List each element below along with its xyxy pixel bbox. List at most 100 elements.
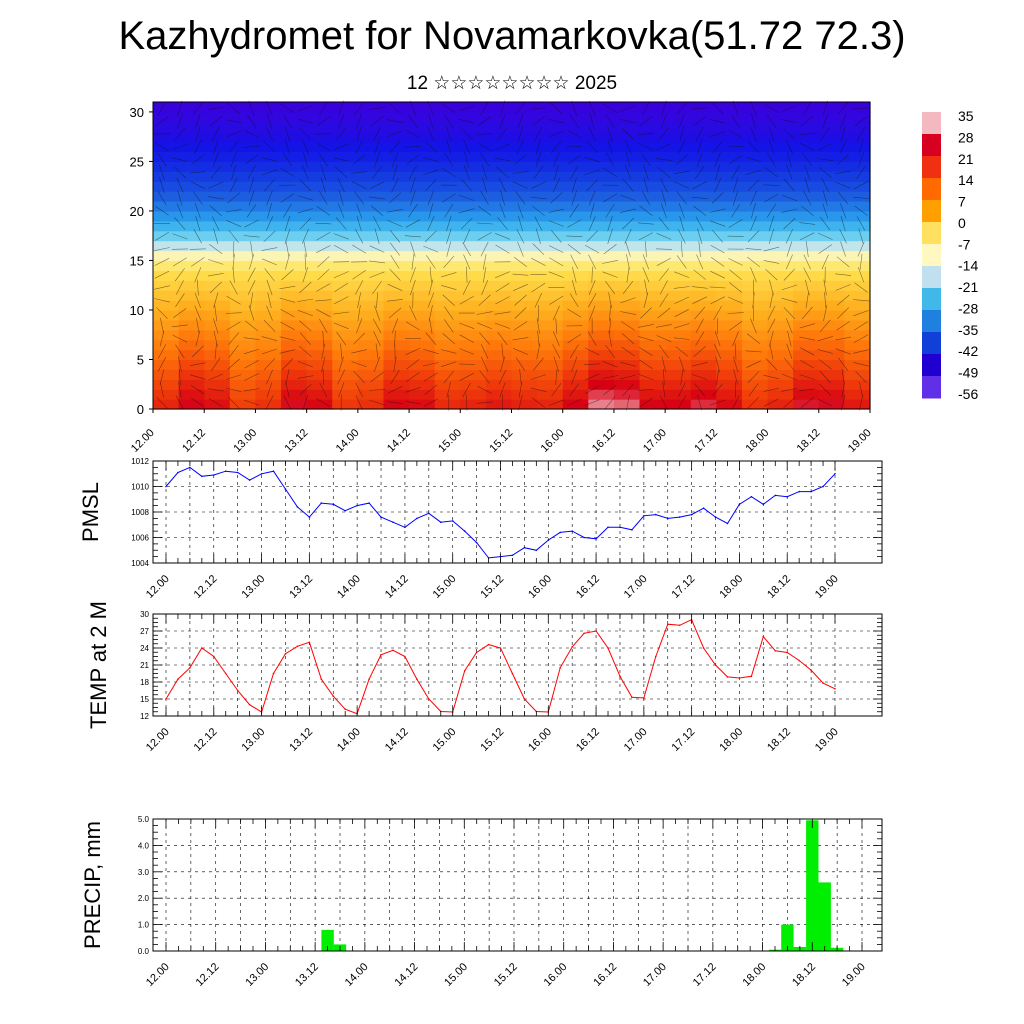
- wind-barb: [728, 154, 743, 165]
- wind-barb: [584, 399, 600, 406]
- heatmap-cell: [562, 121, 589, 133]
- wind-barb: [440, 349, 457, 354]
- heatmap-cell: [178, 141, 205, 153]
- wind-barb: [643, 177, 649, 193]
- heatmap-cell: [844, 270, 871, 281]
- heatmap-cell: [690, 111, 717, 123]
- wind-barb: [571, 369, 578, 385]
- x-tick-label: 18.00: [717, 726, 745, 754]
- heatmap-cell: [690, 210, 717, 222]
- wind-barb: [355, 229, 364, 244]
- wind-barb: [370, 115, 384, 127]
- heatmap-cell: [588, 111, 615, 123]
- wind-barb: [645, 241, 647, 258]
- heatmap-cell: [357, 151, 385, 163]
- wind-barb: [625, 241, 631, 257]
- wind-barb: [548, 130, 564, 138]
- wind-barb: [282, 152, 292, 167]
- wind-barb: [320, 177, 326, 193]
- heatmap-cell: [229, 359, 257, 370]
- data-point: [201, 647, 203, 649]
- heatmap-cell: [639, 111, 666, 123]
- wind-barb: [799, 132, 816, 136]
- heatmap-cell: [818, 379, 845, 390]
- heatmap-cell: [613, 329, 641, 341]
- heatmap-cell: [716, 339, 743, 351]
- heatmap-cell: [639, 191, 666, 202]
- wind-barb: [157, 344, 167, 359]
- data-point: [798, 659, 800, 662]
- wind-barb: [424, 230, 437, 243]
- wind-barb: [571, 356, 578, 372]
- wind-barb: [659, 395, 668, 410]
- wind-barb: [499, 382, 506, 398]
- y-axis-label: PMSL: [78, 482, 103, 542]
- wind-barb: [333, 271, 349, 279]
- heatmap-cell: [229, 141, 257, 153]
- wind-barb: [423, 348, 439, 355]
- wind-barb: [481, 164, 488, 180]
- x-tick-label: 14.12: [383, 573, 411, 601]
- wind-barb: [515, 357, 526, 371]
- wind-barb: [213, 139, 219, 155]
- wind-barb: [709, 208, 726, 213]
- heatmap-cell: [818, 270, 845, 281]
- wind-barb: [390, 255, 400, 269]
- heatmap-cell: [332, 111, 359, 123]
- heatmap-cell: [485, 161, 513, 172]
- heatmap-cell: [204, 121, 231, 133]
- heatmap-cell: [204, 260, 231, 271]
- x-tick-label: 15.12: [492, 961, 520, 989]
- heatmap-cell: [741, 300, 769, 311]
- heatmap-cell: [613, 309, 641, 321]
- data-point: [762, 635, 765, 638]
- wind-barb: [607, 228, 613, 245]
- wind-barb: [514, 294, 527, 306]
- heatmap-cell: [690, 339, 717, 351]
- wind-barb: [569, 165, 579, 180]
- wind-barb: [225, 119, 242, 123]
- heatmap-cell: [665, 181, 692, 192]
- heatmap-cell: [485, 359, 513, 370]
- x-tick-label: 14.00: [334, 427, 362, 455]
- wind-barb: [280, 167, 295, 177]
- heatmap-cell: [511, 210, 538, 222]
- heatmap-cell: [818, 369, 845, 380]
- heatmap-cell: [306, 141, 333, 153]
- heatmap-cell: [255, 131, 282, 143]
- heatmap-cell: [485, 230, 513, 242]
- heatmap-cell: [613, 290, 641, 301]
- data-point: [344, 708, 347, 710]
- heatmap-cell: [767, 240, 794, 252]
- heatmap-cell: [383, 131, 410, 143]
- wind-barb: [299, 179, 312, 192]
- data-point: [177, 678, 179, 680]
- heatmap-cell: [613, 270, 641, 281]
- data-point: [320, 502, 323, 504]
- wind-barb: [603, 384, 617, 395]
- colorbar-label: -35: [958, 322, 978, 338]
- heatmap-cell: [844, 399, 871, 410]
- heatmap-cell: [716, 250, 743, 262]
- wind-barb: [279, 285, 296, 290]
- wind-barb: [803, 254, 811, 270]
- heatmap-cell: [588, 319, 615, 331]
- wind-barb: [196, 279, 199, 296]
- heatmap-cell: [255, 210, 282, 222]
- wind-barb: [404, 401, 421, 405]
- wind-barb: [531, 181, 546, 189]
- y-tick-label: 10: [130, 303, 144, 318]
- heatmap-cell: [818, 131, 845, 143]
- x-tick-label: 18.12: [795, 427, 823, 455]
- heatmap-cell: [153, 191, 180, 202]
- wind-barb: [299, 320, 312, 332]
- wind-barb: [423, 245, 439, 253]
- wind-barb: [480, 101, 489, 116]
- heatmap-cell: [716, 379, 743, 390]
- wind-barb: [622, 217, 635, 230]
- heatmap-cell: [767, 171, 794, 182]
- wind-barb: [464, 151, 470, 168]
- wind-barb: [530, 387, 547, 392]
- heatmap-cell: [767, 111, 794, 123]
- wind-barb: [495, 296, 510, 305]
